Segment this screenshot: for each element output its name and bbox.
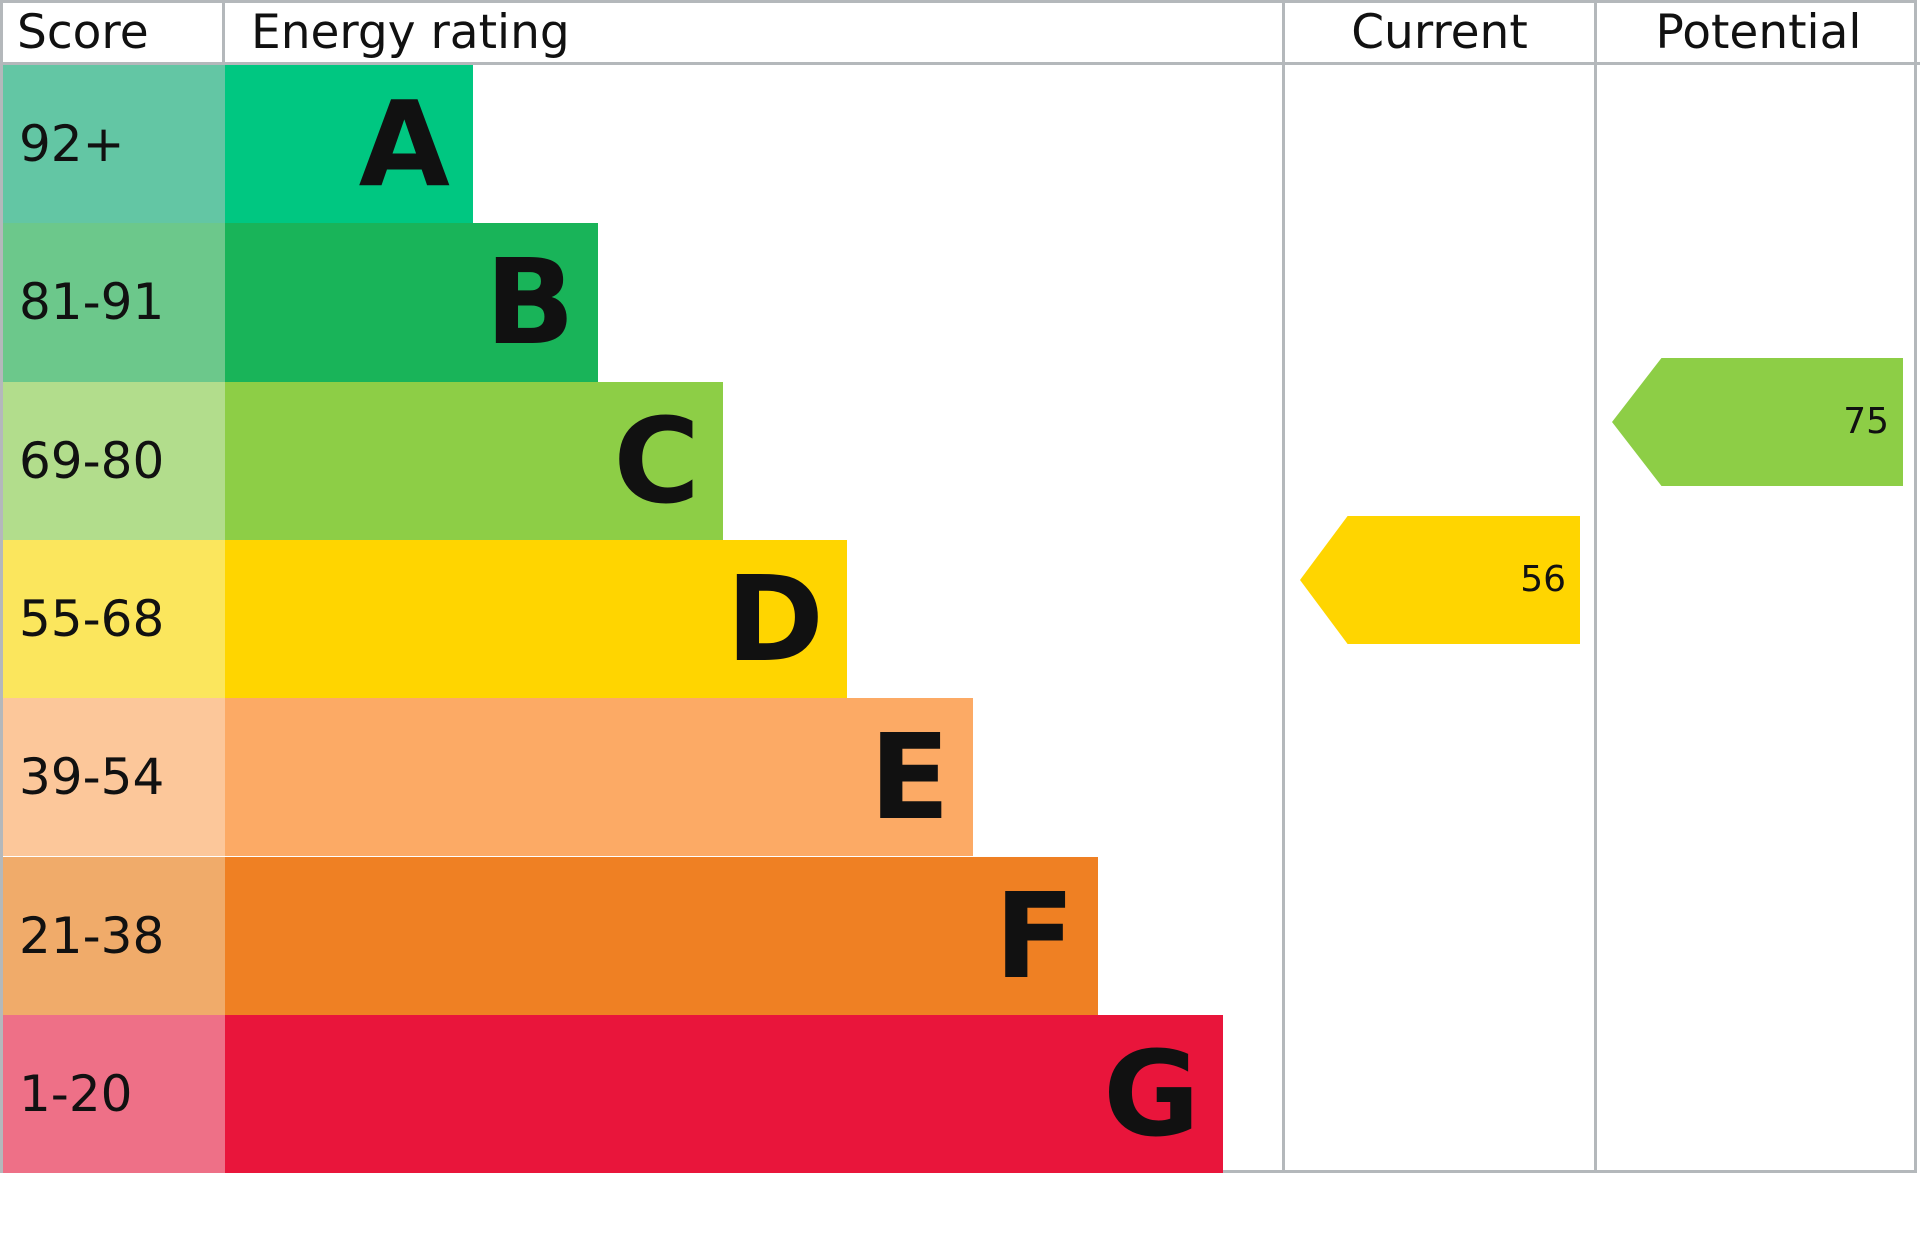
table-row: 69-80 C (3, 381, 1920, 540)
band-letter-f: F (994, 866, 1075, 1005)
band-bar-f: F (225, 856, 1098, 1015)
potential-rating-value: 75 (1843, 401, 1889, 442)
divider-current-column (1282, 65, 1285, 1173)
table-row: 21-38 F (3, 856, 1920, 1015)
rating-band-rows: 92+ A 81-91 B 69-80 C 55-68 (3, 65, 1920, 1174)
band-bar-a: A (225, 65, 473, 224)
table-header-row: Score Energy rating Current Potential (3, 3, 1920, 65)
score-cell-a: 92+ (3, 65, 225, 224)
table-row: 55-68 D (3, 539, 1920, 699)
score-cell-d: 55-68 (3, 539, 225, 699)
band-bar-c: C (225, 381, 723, 540)
band-letter-d: D (726, 550, 824, 689)
band-bar-d: D (225, 539, 847, 699)
band-letter-e: E (869, 708, 950, 847)
potential-rating-arrow: 75 (1612, 358, 1903, 486)
table-row: 92+ A (3, 65, 1920, 224)
rating-table: Score Energy rating Current Potential 92… (0, 0, 1920, 1174)
header-potential: Potential (1597, 3, 1920, 65)
band-letter-g: G (1103, 1024, 1200, 1163)
band-bar-e: E (225, 698, 973, 857)
score-cell-g: 1-20 (3, 1014, 225, 1174)
table-row: 1-20 G (3, 1014, 1920, 1174)
current-rating-arrow: 56 (1300, 516, 1580, 644)
table-row: 39-54 E (3, 698, 1920, 857)
table-row: 81-91 B (3, 223, 1920, 382)
divider-potential-column (1594, 65, 1597, 1173)
band-letter-a: A (358, 75, 450, 214)
current-rating-value: 56 (1520, 559, 1566, 600)
band-letter-b: B (485, 233, 575, 372)
band-bar-g: G (225, 1014, 1223, 1174)
score-cell-e: 39-54 (3, 698, 225, 857)
header-energy-rating: Energy rating (225, 3, 1285, 65)
header-score: Score (3, 3, 225, 65)
score-cell-c: 69-80 (3, 381, 225, 540)
score-cell-b: 81-91 (3, 223, 225, 382)
score-cell-f: 21-38 (3, 856, 225, 1015)
header-current: Current (1285, 3, 1597, 65)
band-letter-c: C (613, 391, 700, 530)
band-bar-b: B (225, 223, 598, 382)
